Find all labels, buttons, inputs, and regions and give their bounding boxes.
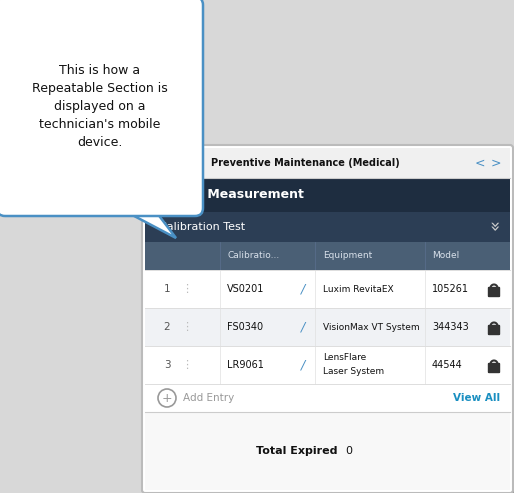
Bar: [145, 212, 510, 242]
Text: »: »: [483, 221, 501, 233]
Text: FS0340: FS0340: [227, 322, 263, 332]
Text: /: /: [301, 282, 305, 295]
Text: /: /: [301, 320, 305, 333]
Text: Preventive Maintenance (Medical): Preventive Maintenance (Medical): [211, 158, 400, 168]
Text: ⋮: ⋮: [181, 360, 193, 370]
Text: LensFlare: LensFlare: [323, 353, 366, 362]
Polygon shape: [119, 208, 176, 238]
Text: VS0201: VS0201: [227, 284, 264, 294]
Text: Test & Measurement: Test & Measurement: [159, 188, 304, 202]
Bar: [145, 148, 510, 178]
Bar: [145, 178, 510, 212]
Bar: [145, 384, 510, 412]
Bar: [145, 270, 510, 308]
Bar: [145, 412, 510, 490]
Text: 344343: 344343: [432, 322, 469, 332]
Text: View All: View All: [453, 393, 500, 403]
FancyBboxPatch shape: [0, 0, 203, 216]
FancyBboxPatch shape: [488, 287, 500, 296]
Bar: [145, 308, 510, 346]
Text: 2: 2: [163, 322, 170, 332]
FancyBboxPatch shape: [145, 148, 514, 493]
Text: Total Expired: Total Expired: [256, 446, 338, 456]
Text: ⋮: ⋮: [181, 322, 193, 332]
Text: Calibration Test: Calibration Test: [159, 222, 245, 232]
FancyBboxPatch shape: [488, 363, 500, 373]
Text: +: +: [162, 391, 172, 404]
FancyBboxPatch shape: [142, 145, 513, 493]
Text: VisionMax VT System: VisionMax VT System: [323, 322, 419, 331]
Text: <: <: [153, 155, 166, 171]
Text: 3: 3: [163, 360, 170, 370]
Text: This is how a
Repeatable Section is
displayed on a
technician's mobile
device.: This is how a Repeatable Section is disp…: [32, 64, 168, 149]
Text: Model: Model: [432, 251, 459, 260]
Bar: [145, 346, 510, 384]
Text: Equipment: Equipment: [323, 251, 372, 260]
FancyBboxPatch shape: [488, 325, 500, 334]
Text: 44544: 44544: [432, 360, 463, 370]
Text: Calibratio...: Calibratio...: [227, 251, 279, 260]
Text: <: <: [475, 156, 485, 170]
Text: >: >: [491, 156, 501, 170]
Bar: [145, 242, 510, 270]
Text: LR9061: LR9061: [227, 360, 264, 370]
Text: 1: 1: [163, 284, 170, 294]
Text: 0: 0: [345, 446, 353, 456]
Text: Laser System: Laser System: [323, 367, 384, 377]
Text: Luxim RevitaEX: Luxim RevitaEX: [323, 284, 394, 293]
Text: /: /: [301, 358, 305, 372]
Text: 105261: 105261: [432, 284, 469, 294]
Text: ⋮: ⋮: [181, 284, 193, 294]
Text: Add Entry: Add Entry: [183, 393, 234, 403]
